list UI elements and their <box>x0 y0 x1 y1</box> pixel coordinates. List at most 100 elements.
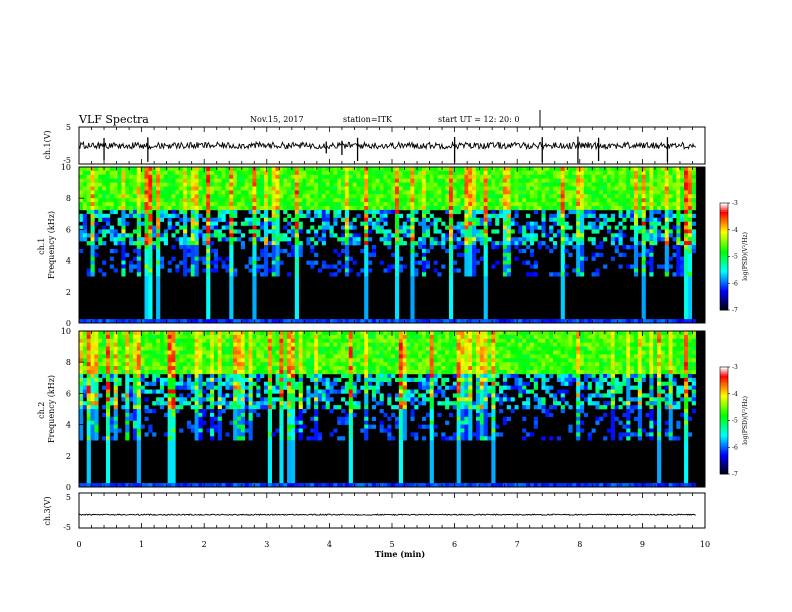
spectrogram-cell <box>433 225 438 230</box>
spectrogram-cell <box>333 319 338 324</box>
spectrogram-cell <box>202 370 207 375</box>
spectrogram-cell <box>564 178 569 183</box>
spectrogram-cell <box>464 190 469 195</box>
ch1-spectrogram-ylabel-channel: ch.1 <box>37 238 46 255</box>
spectrogram-cell <box>518 319 523 324</box>
spectrogram-cell <box>321 217 326 222</box>
spectrogram-cell <box>668 170 673 176</box>
spectrogram-cell <box>653 190 658 195</box>
spectrogram-cell <box>556 174 562 179</box>
spectrogram-cell <box>148 209 153 215</box>
spectrogram-cell <box>240 331 246 336</box>
spectrogram-cell <box>664 248 669 254</box>
spectrogram-cell <box>144 260 149 265</box>
spectrogram-cell <box>206 311 211 316</box>
spectrogram-cell <box>360 190 365 195</box>
spectrogram-cell <box>680 174 685 179</box>
spectrogram-cell <box>684 248 689 254</box>
spectrogram-cell <box>402 233 407 238</box>
spectrogram-cell <box>240 362 246 367</box>
spectrogram-cell <box>183 370 188 375</box>
spectrogram-cell <box>156 209 161 215</box>
spectrogram-cell <box>221 342 226 347</box>
spectrogram-cell <box>136 381 141 386</box>
spectrogram-cell <box>329 233 334 238</box>
spectrogram-cell <box>687 319 693 324</box>
spectrogram-cell <box>179 334 184 340</box>
spectrogram-cell <box>179 245 184 250</box>
spectrogram-cell <box>229 370 234 375</box>
spectrogram-cell <box>233 436 238 441</box>
spectrogram-cell <box>491 186 496 191</box>
spectrogram-cell <box>395 229 400 234</box>
spectrogram-cell <box>132 412 138 418</box>
spectrogram-cell <box>183 229 188 234</box>
spectrogram-cell <box>433 202 438 207</box>
spectrogram-cell <box>102 354 107 359</box>
spectrogram-cell <box>198 424 203 429</box>
spectrogram-cell <box>132 319 138 324</box>
spectrogram-cell <box>152 229 157 234</box>
spectrogram-cell <box>402 178 407 183</box>
spectrogram-cell <box>90 260 95 265</box>
spectrogram-cell <box>148 198 153 203</box>
spectrogram-cell <box>364 194 369 199</box>
spectrogram-cell <box>391 182 396 187</box>
spectrogram-cell <box>102 385 107 390</box>
spectrogram-cell <box>179 338 184 343</box>
spectrogram-cell <box>190 405 195 410</box>
spectrogram-cell <box>102 178 107 183</box>
spectrogram-cell <box>148 381 153 386</box>
spectrogram-cell <box>668 190 673 195</box>
spectrogram-cell <box>136 346 141 351</box>
spectrogram-cell <box>105 428 111 433</box>
spectrogram-cell <box>522 190 527 195</box>
spectrogram-cell <box>460 174 465 179</box>
spectrogram-cell <box>213 217 219 222</box>
spectrogram-cell <box>464 237 469 242</box>
spectrogram-cell <box>183 338 188 343</box>
spectrogram-cell <box>140 483 145 488</box>
spectrogram-cell <box>314 194 319 199</box>
spectrogram-cell <box>90 170 95 176</box>
spectrogram-cell <box>237 202 242 207</box>
spectrogram-cell <box>603 182 608 187</box>
spectrogram-cell <box>132 405 138 410</box>
spectrogram-cell <box>210 170 215 176</box>
spectrogram-cell <box>306 186 311 191</box>
spectrogram-cell <box>213 225 219 230</box>
spectrogram-cell <box>144 354 149 359</box>
spectrogram-cell <box>649 167 654 172</box>
spectrogram-cell <box>687 287 693 293</box>
spectrogram-cell <box>198 483 203 488</box>
spectrogram-cell <box>136 358 141 363</box>
spectrogram-cell <box>549 206 554 211</box>
spectrogram-cell <box>237 174 242 179</box>
spectrogram-cell <box>364 272 369 277</box>
spectrogram-cell <box>329 225 334 230</box>
spectrogram-cell <box>456 319 461 324</box>
spectrogram-cell <box>333 272 338 277</box>
spectrogram-cell <box>375 174 380 179</box>
spectrogram-cell <box>109 225 114 230</box>
spectrogram-cell <box>391 198 396 203</box>
spectrogram-cell <box>240 178 246 183</box>
spectrogram-cell <box>94 182 99 187</box>
spectrogram-cell <box>499 206 504 211</box>
spectrogram-cell <box>545 198 550 203</box>
spectrogram-cell <box>395 194 400 199</box>
spectrogram-cell <box>198 409 203 414</box>
spectrogram-cell <box>379 194 384 199</box>
spectrogram-cell <box>506 182 511 187</box>
spectrogram-cell <box>371 245 377 250</box>
spectrogram-cell <box>132 370 138 375</box>
spectrogram-cell <box>256 268 261 273</box>
spectrogram-cell <box>175 213 180 218</box>
spectrogram-cell <box>290 206 296 211</box>
spectrogram-cell <box>163 186 168 191</box>
spectrogram-cell <box>680 264 685 269</box>
spectrogram-cell <box>148 268 153 273</box>
spectrogram-cell <box>425 260 430 265</box>
spectrogram-cell <box>306 213 311 218</box>
spectrogram-cell <box>606 198 612 203</box>
